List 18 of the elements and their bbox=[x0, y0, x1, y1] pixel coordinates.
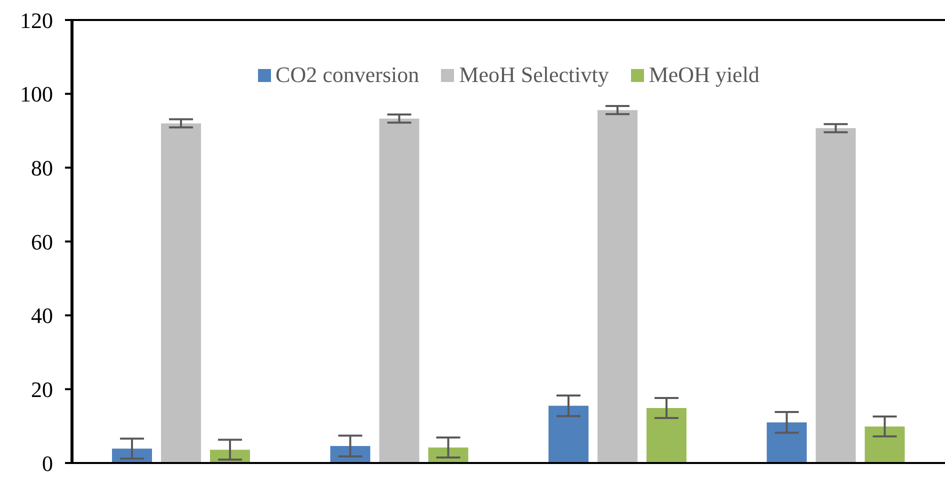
bar bbox=[598, 110, 638, 463]
bar bbox=[646, 408, 686, 463]
bar bbox=[548, 406, 588, 463]
y-tick-label: 0 bbox=[42, 450, 53, 476]
bar bbox=[161, 123, 201, 463]
legend-label: CO2 conversion bbox=[276, 62, 420, 88]
y-tick-label: 60 bbox=[31, 229, 53, 254]
y-tick-label: 120 bbox=[20, 8, 53, 33]
y-tick-label: 80 bbox=[31, 155, 53, 180]
y-tick-label: 40 bbox=[31, 303, 53, 328]
legend-label: MeOH yield bbox=[648, 62, 760, 88]
bar bbox=[766, 422, 807, 463]
bar bbox=[816, 128, 856, 463]
y-tick-label: 100 bbox=[20, 82, 53, 107]
y-tick-label: 20 bbox=[31, 376, 53, 402]
bar bbox=[379, 118, 420, 463]
bar bbox=[864, 426, 905, 463]
legend-label: MeoH Selectivty bbox=[459, 62, 609, 88]
